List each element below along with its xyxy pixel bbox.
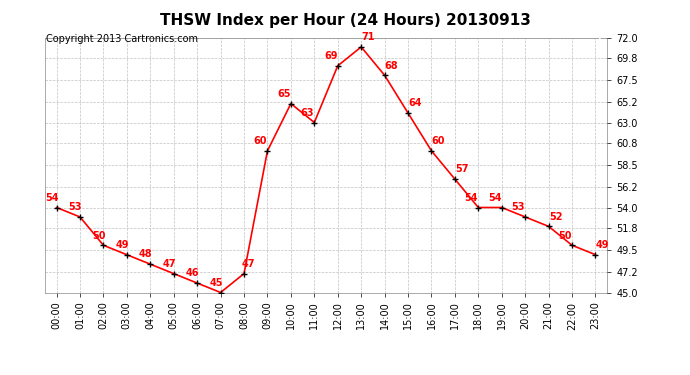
Text: 57: 57 — [455, 165, 469, 174]
Text: 65: 65 — [277, 89, 290, 99]
Text: 47: 47 — [162, 259, 176, 269]
Text: 50: 50 — [92, 231, 106, 240]
Text: THSW  (°F): THSW (°F) — [558, 30, 618, 40]
Text: 53: 53 — [511, 202, 525, 212]
Text: 46: 46 — [186, 268, 199, 278]
Text: 50: 50 — [558, 231, 572, 240]
Text: THSW Index per Hour (24 Hours) 20130913: THSW Index per Hour (24 Hours) 20130913 — [159, 13, 531, 28]
Text: 54: 54 — [464, 193, 478, 203]
Text: 48: 48 — [139, 249, 152, 259]
Text: 68: 68 — [385, 60, 398, 70]
Text: 64: 64 — [408, 98, 422, 108]
Text: 60: 60 — [254, 136, 267, 146]
Text: 52: 52 — [549, 211, 562, 222]
Text: 69: 69 — [324, 51, 337, 61]
Text: 47: 47 — [242, 259, 255, 269]
Text: 49: 49 — [595, 240, 609, 250]
Text: 63: 63 — [301, 108, 314, 118]
Text: 54: 54 — [45, 193, 59, 203]
Text: 45: 45 — [209, 278, 223, 288]
Text: 60: 60 — [432, 136, 445, 146]
Text: 54: 54 — [488, 193, 502, 203]
Text: 53: 53 — [68, 202, 82, 212]
Text: 49: 49 — [115, 240, 129, 250]
Text: Copyright 2013 Cartronics.com: Copyright 2013 Cartronics.com — [46, 34, 198, 44]
Text: 71: 71 — [362, 32, 375, 42]
